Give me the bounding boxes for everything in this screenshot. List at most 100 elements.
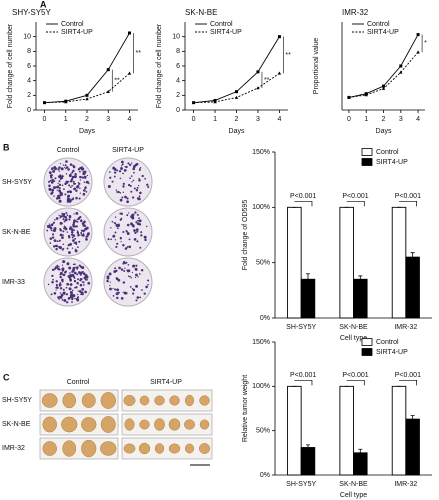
legend-label: SIRT4-UP xyxy=(367,29,399,36)
colony xyxy=(71,231,74,234)
point xyxy=(364,93,368,97)
tumor xyxy=(139,419,150,430)
y-tick-label: 0% xyxy=(260,315,270,322)
colony xyxy=(63,188,65,190)
colony xyxy=(131,196,135,199)
colony xyxy=(57,168,60,171)
colony xyxy=(72,263,75,266)
colony xyxy=(147,185,150,189)
colony xyxy=(64,270,67,273)
bar xyxy=(391,206,407,319)
colony xyxy=(132,179,135,182)
tumor xyxy=(168,443,181,454)
colony xyxy=(51,167,54,170)
colony xyxy=(58,180,61,183)
point xyxy=(256,86,260,90)
colony xyxy=(112,166,116,170)
colony xyxy=(64,226,67,229)
colony xyxy=(50,229,53,232)
row-label: IMR-32 xyxy=(2,445,25,452)
colony xyxy=(80,293,82,296)
colony xyxy=(84,186,87,188)
sig-bracket xyxy=(294,200,313,207)
x-axis-label: Cell type xyxy=(340,335,367,342)
colony xyxy=(61,278,64,282)
point xyxy=(127,71,132,75)
colony xyxy=(75,266,77,269)
colony xyxy=(58,283,62,287)
tumor xyxy=(41,393,58,408)
tumor xyxy=(199,443,210,454)
point xyxy=(85,93,89,97)
colony xyxy=(53,239,57,243)
point xyxy=(42,100,47,104)
colony xyxy=(108,272,112,276)
colony xyxy=(65,166,69,169)
sig-bracket xyxy=(399,200,417,207)
colony xyxy=(122,291,124,293)
colony xyxy=(82,281,85,284)
colony xyxy=(68,174,72,178)
colony xyxy=(109,177,111,179)
annotation: P<0.001 xyxy=(290,193,316,200)
colony xyxy=(122,185,125,188)
colony xyxy=(69,283,73,286)
colony xyxy=(138,168,141,170)
tumor xyxy=(168,418,181,431)
colony xyxy=(145,285,148,289)
colony xyxy=(126,200,129,204)
annotation: P<0.001 xyxy=(395,193,421,200)
colony xyxy=(74,297,76,300)
colony xyxy=(88,182,90,185)
legend-label: Control xyxy=(367,21,390,28)
colony xyxy=(134,211,137,214)
colony xyxy=(48,171,52,175)
colony xyxy=(83,170,86,173)
legend-label: Control xyxy=(61,21,84,28)
colony xyxy=(79,192,81,194)
x-tick-label: 2 xyxy=(85,116,89,123)
colony xyxy=(127,263,130,266)
tumor xyxy=(184,443,195,454)
tumor xyxy=(62,440,77,457)
colony xyxy=(64,215,67,219)
annotation: P<0.001 xyxy=(395,372,421,379)
colony xyxy=(69,276,71,279)
colony xyxy=(127,183,131,187)
colony xyxy=(72,176,75,178)
colony xyxy=(116,242,119,245)
point xyxy=(399,64,403,68)
colony xyxy=(125,261,128,264)
annotation: P<0.001 xyxy=(342,372,368,379)
colony xyxy=(80,232,83,234)
y-tick-label: 8 xyxy=(27,48,31,55)
colony xyxy=(62,273,66,277)
x-tick-label: SH-SY5Y xyxy=(286,324,316,331)
panel-label: B xyxy=(3,142,10,152)
plate xyxy=(43,257,93,307)
colony xyxy=(113,222,115,224)
colony xyxy=(110,227,112,229)
colony xyxy=(84,176,87,179)
colony xyxy=(136,219,139,222)
colony xyxy=(55,287,57,289)
colony xyxy=(59,268,61,271)
colony xyxy=(72,266,76,270)
y-tick-label: 4 xyxy=(27,78,31,85)
error-bar xyxy=(358,448,363,453)
colony xyxy=(115,225,118,227)
colony xyxy=(51,178,54,181)
colony xyxy=(48,223,51,225)
x-tick-label: 1 xyxy=(213,116,217,123)
colony xyxy=(79,175,82,179)
colony xyxy=(128,238,131,241)
colony xyxy=(111,220,114,223)
colony xyxy=(114,222,117,225)
bar xyxy=(300,278,316,319)
point xyxy=(128,31,131,35)
colony xyxy=(66,247,69,250)
bar xyxy=(353,278,368,319)
colony xyxy=(129,177,131,179)
colony xyxy=(109,284,111,287)
